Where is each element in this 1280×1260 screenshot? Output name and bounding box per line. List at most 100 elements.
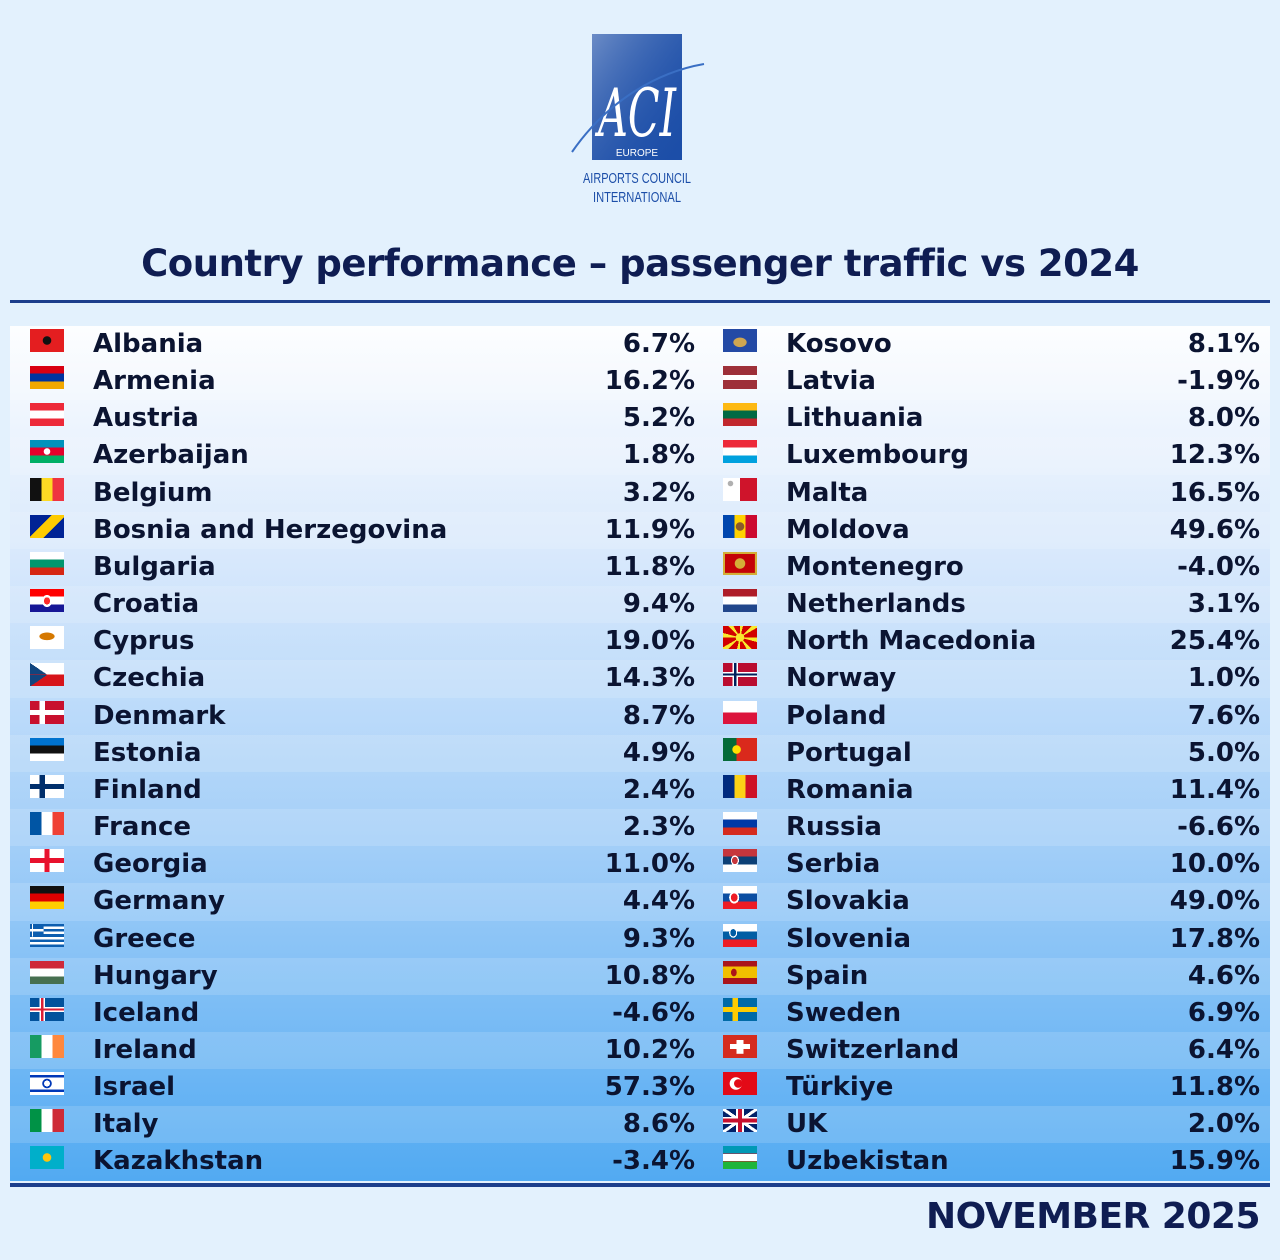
country-name: Israel bbox=[93, 1072, 176, 1103]
country-name: Netherlands bbox=[786, 589, 966, 620]
table-row: Azerbaijan 1.8% bbox=[10, 437, 710, 475]
country-name: Austria bbox=[93, 403, 199, 434]
table-row: Lithuania 8.0% bbox=[710, 400, 1270, 437]
malta-flag-icon bbox=[723, 477, 757, 501]
table-row: Netherlands 3.1% bbox=[710, 586, 1270, 624]
country-name: Serbia bbox=[786, 849, 881, 880]
country-name: Lithuania bbox=[786, 403, 924, 434]
poland-flag-icon bbox=[723, 700, 757, 724]
table-row: Kazakhstan -3.4% bbox=[10, 1143, 710, 1180]
cyprus-flag-icon bbox=[30, 626, 64, 650]
table-row: Montenegro -4.0% bbox=[710, 549, 1270, 586]
table-row: Croatia 9.4% bbox=[10, 586, 710, 624]
russia-flag-icon bbox=[723, 812, 757, 836]
country-name: Estonia bbox=[93, 737, 202, 768]
traffic-change-value: 19.0% bbox=[604, 626, 695, 657]
country-name: Greece bbox=[93, 923, 196, 954]
traffic-change-value: 6.4% bbox=[1187, 1034, 1260, 1065]
country-name: UK bbox=[786, 1109, 828, 1140]
country-name: Romania bbox=[786, 774, 914, 805]
table-row: Germany 4.4% bbox=[10, 883, 710, 921]
ireland-flag-icon bbox=[30, 1034, 64, 1058]
country-name: Slovakia bbox=[786, 886, 910, 917]
table-row: Norway 1.0% bbox=[710, 660, 1270, 698]
traffic-change-value: -1.9% bbox=[1177, 366, 1260, 397]
table-row: Switzerland 6.4% bbox=[710, 1031, 1270, 1070]
traffic-change-value: 25.4% bbox=[1169, 626, 1260, 657]
north-macedonia-flag-icon bbox=[723, 626, 757, 650]
traffic-change-value: 57.3% bbox=[604, 1072, 695, 1103]
country-name: Portugal bbox=[786, 737, 912, 768]
traffic-change-value: 1.0% bbox=[1187, 663, 1260, 694]
country-name: Norway bbox=[786, 663, 897, 694]
country-name: Kosovo bbox=[786, 329, 892, 359]
country-name: Montenegro bbox=[786, 551, 964, 582]
logo-mark: ACI bbox=[594, 75, 677, 152]
traffic-change-value: 8.1% bbox=[1187, 329, 1260, 359]
traffic-change-value: 2.0% bbox=[1187, 1109, 1260, 1140]
georgia-flag-icon bbox=[30, 849, 64, 873]
country-name: Luxembourg bbox=[786, 440, 969, 471]
belgium-flag-icon bbox=[30, 477, 64, 501]
traffic-change-value: -4.0% bbox=[1177, 551, 1260, 582]
table-row: Slovakia 49.0% bbox=[710, 883, 1270, 921]
table-column-right: Kosovo 8.1% Latvia -1.9% Lithuania 8.0% Luxemb… bbox=[710, 326, 1270, 1181]
table-row: Uzbekistan 15.9% bbox=[710, 1143, 1270, 1180]
table-row: Estonia 4.9% bbox=[10, 734, 710, 772]
serbia-flag-icon bbox=[723, 849, 757, 873]
table-row: Ireland 10.2% bbox=[10, 1031, 710, 1070]
table-row: Bulgaria 11.8% bbox=[10, 549, 710, 586]
country-name: Russia bbox=[786, 812, 882, 843]
traffic-change-value: 16.2% bbox=[604, 366, 695, 397]
table-row: France 2.3% bbox=[10, 809, 710, 847]
country-name: Bulgaria bbox=[93, 551, 216, 582]
traffic-change-value: 3.1% bbox=[1187, 589, 1260, 620]
country-name: Spain bbox=[786, 960, 869, 991]
traffic-change-value: 6.7% bbox=[622, 329, 695, 359]
traffic-change-value: 7.6% bbox=[1187, 700, 1260, 731]
traffic-change-value: 8.0% bbox=[1187, 403, 1260, 434]
table-column-left: Albania 6.7% Armenia 16.2% Austria 5.2% Azerba… bbox=[10, 326, 710, 1181]
france-flag-icon bbox=[30, 812, 64, 836]
table-row: Czechia 14.3% bbox=[10, 660, 710, 698]
table-row: Malta 16.5% bbox=[710, 475, 1270, 512]
country-name: Azerbaijan bbox=[93, 440, 249, 471]
table-row: Portugal 5.0% bbox=[710, 734, 1270, 772]
traffic-change-value: 3.2% bbox=[622, 477, 695, 508]
country-name: Malta bbox=[786, 477, 869, 508]
country-name: Sweden bbox=[786, 997, 902, 1028]
traffic-change-value: 16.5% bbox=[1169, 477, 1260, 508]
table-row: Armenia 16.2% bbox=[10, 363, 710, 401]
country-name: Czechia bbox=[93, 663, 206, 694]
iceland-flag-icon bbox=[30, 997, 64, 1021]
table-row: Georgia 11.0% bbox=[10, 846, 710, 883]
latvia-flag-icon bbox=[723, 366, 757, 390]
country-name: Moldova bbox=[786, 514, 910, 545]
country-name: Italy bbox=[93, 1109, 159, 1140]
table-row: Türkiye 11.8% bbox=[710, 1069, 1270, 1106]
table-row: Albania 6.7% bbox=[10, 326, 710, 363]
country-performance-table: Albania 6.7% Armenia 16.2% Austria 5.2% Azerba… bbox=[10, 326, 1270, 1181]
greece-flag-icon bbox=[30, 923, 64, 947]
country-name: Slovenia bbox=[786, 923, 912, 954]
country-name: Kazakhstan bbox=[93, 1146, 264, 1177]
bosnia-flag-icon bbox=[30, 514, 64, 538]
austria-flag-icon bbox=[30, 403, 64, 427]
kazakhstan-flag-icon bbox=[30, 1146, 64, 1170]
table-row: Slovenia 17.8% bbox=[710, 921, 1270, 958]
table-row: Luxembourg 12.3% bbox=[710, 437, 1270, 475]
turkiye-flag-icon bbox=[723, 1072, 757, 1096]
country-name: Germany bbox=[93, 886, 225, 917]
traffic-change-value: 8.6% bbox=[622, 1109, 695, 1140]
switzerland-flag-icon bbox=[723, 1034, 757, 1058]
uzbekistan-flag-icon bbox=[723, 1146, 757, 1170]
aci-europe-logo: ACI EUROPE AIRPORTS COUNCIL INTERNATIONA… bbox=[568, 30, 708, 210]
denmark-flag-icon bbox=[30, 700, 64, 724]
country-name: Denmark bbox=[93, 700, 226, 731]
country-name: Finland bbox=[93, 774, 202, 805]
estonia-flag-icon bbox=[30, 737, 64, 761]
traffic-change-value: 49.0% bbox=[1169, 886, 1260, 917]
armenia-flag-icon bbox=[30, 366, 64, 390]
logo-line-2: INTERNATIONAL bbox=[593, 189, 681, 206]
luxembourg-flag-icon bbox=[723, 440, 757, 464]
